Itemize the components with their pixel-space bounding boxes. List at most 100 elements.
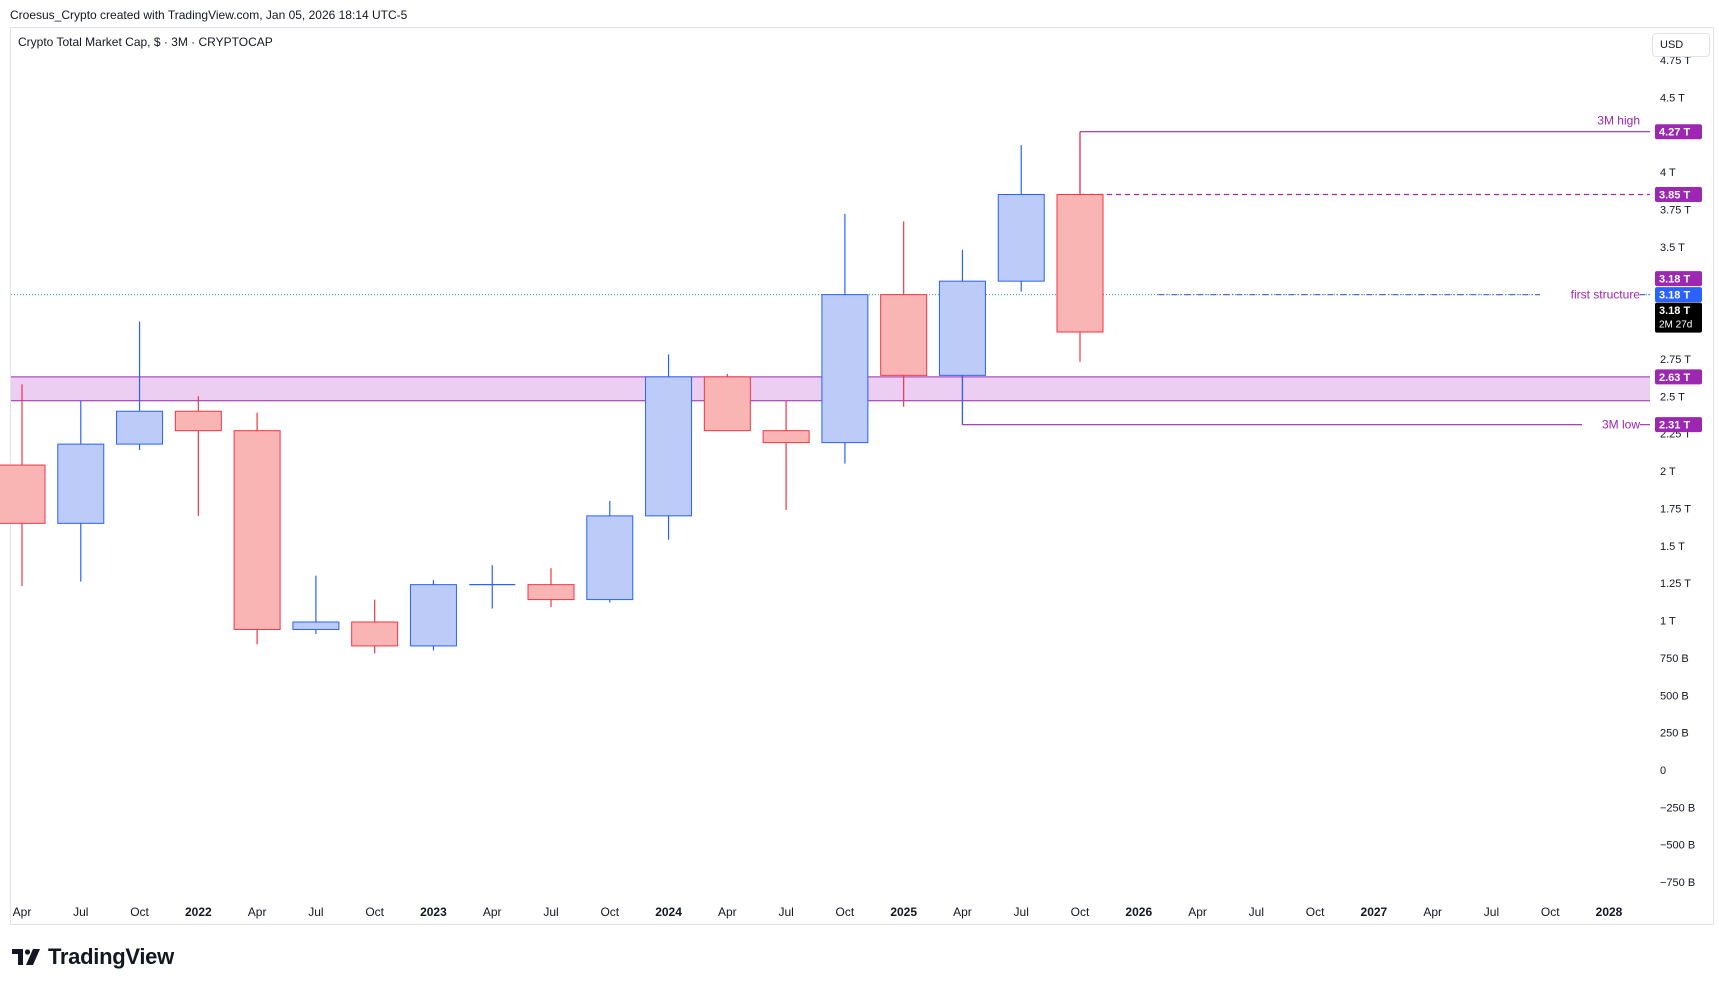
- candle-body: [233, 430, 281, 630]
- x-tick-label: 2027: [1361, 905, 1388, 919]
- price-tag-countdown: 2M 27d: [1659, 320, 1692, 331]
- y-tick-label: 1.25 T: [1660, 578, 1691, 590]
- candle-2022-10[interactable]: [351, 599, 399, 654]
- candle-2025-04[interactable]: [938, 249, 986, 425]
- candle-body: [821, 294, 869, 444]
- price-tag-label: 3.18 T: [1659, 290, 1690, 302]
- y-tick-label: 2.75 T: [1660, 354, 1691, 366]
- candle-2023-10[interactable]: [586, 500, 634, 603]
- y-tick-label: 1.5 T: [1660, 541, 1685, 553]
- candle-body: [586, 515, 634, 601]
- symbol-title[interactable]: Crypto Total Market Cap, $ · 3M · CRYPTO…: [18, 35, 273, 49]
- x-tick-label: Oct: [1541, 905, 1560, 919]
- candle-2024-07[interactable]: [762, 400, 810, 510]
- three-m-low-label-bg: [1582, 416, 1640, 433]
- y-tick-label: −750 B: [1660, 877, 1695, 889]
- y-tick-label: 4.75 T: [1660, 55, 1691, 67]
- price-tag: 2.63 T: [1655, 369, 1702, 385]
- x-tick-label: Jul: [73, 905, 88, 919]
- candle-body: [527, 584, 575, 601]
- currency-button[interactable]: USD: [1652, 33, 1710, 57]
- y-tick-label: 250 B: [1660, 728, 1689, 740]
- tradingview-logo-icon: [12, 949, 40, 965]
- x-tick-label: Oct: [130, 905, 149, 919]
- candle-2025-01[interactable]: [880, 221, 928, 407]
- y-tick-label: 4 T: [1660, 167, 1676, 179]
- candle-2021-10[interactable]: [116, 321, 164, 451]
- candle-2025-07[interactable]: [997, 145, 1045, 292]
- x-tick-label: Apr: [13, 905, 32, 919]
- first-structure-label[interactable]: first structure: [1571, 288, 1641, 302]
- price-tag: 3.18 T 2M 27d: [1655, 302, 1702, 333]
- x-tick-label: 2025: [890, 905, 917, 919]
- candle-body: [116, 410, 164, 445]
- candle-body: [351, 621, 399, 647]
- x-tick-label: Jul: [778, 905, 793, 919]
- x-tick-label: Oct: [1071, 905, 1090, 919]
- candle-body: [880, 294, 928, 376]
- candle-body: [762, 430, 810, 444]
- x-tick-label: 2028: [1596, 905, 1623, 919]
- candle-2022-01[interactable]: [174, 396, 222, 516]
- candle-2025-10[interactable]: [1056, 131, 1104, 362]
- candle-2024-04[interactable]: [703, 373, 751, 432]
- x-tick-label: Oct: [365, 905, 384, 919]
- y-tick-label: 500 B: [1660, 690, 1689, 702]
- candle-body: [57, 443, 105, 524]
- price-tag: 2.31 T: [1655, 417, 1702, 433]
- price-tag-label: 2.31 T: [1659, 420, 1690, 432]
- tradingview-brand[interactable]: TradingView: [12, 944, 174, 970]
- x-tick-label: Jul: [1484, 905, 1499, 919]
- y-tick-label: 4.5 T: [1660, 92, 1685, 104]
- x-tick-label: 2026: [1125, 905, 1152, 919]
- chart-credit: Croesus_Crypto created with TradingView.…: [10, 8, 408, 22]
- candle-2024-01[interactable]: [645, 354, 693, 540]
- three-m-high-label[interactable]: 3M high: [1597, 114, 1640, 128]
- price-tag: 3.85 T: [1655, 186, 1702, 202]
- candle-2022-07[interactable]: [292, 575, 340, 634]
- price-tag-label: 3.85 T: [1659, 189, 1690, 201]
- candle-2023-07[interactable]: [527, 568, 575, 608]
- candle-body: [292, 621, 340, 630]
- y-tick-label: 1 T: [1660, 616, 1676, 628]
- x-tick-label: Apr: [718, 905, 737, 919]
- x-tick-label: Jul: [308, 905, 323, 919]
- price-tag-label: 2.63 T: [1659, 372, 1690, 384]
- x-tick-label: 2024: [655, 905, 682, 919]
- candle-2021-04[interactable]: [0, 384, 46, 587]
- y-tick-label: 2 T: [1660, 466, 1676, 478]
- x-tick-label: Apr: [1188, 905, 1207, 919]
- candle-body: [645, 376, 693, 517]
- first-structure-label-bg: [1540, 286, 1640, 303]
- brand-name: TradingView: [48, 944, 174, 969]
- price-tag-label: 4.27 T: [1659, 127, 1690, 139]
- candle-body: [938, 280, 986, 376]
- price-tag: 3.18 T: [1655, 271, 1702, 287]
- x-tick-label: Jul: [543, 905, 558, 919]
- x-tick-label: Apr: [953, 905, 972, 919]
- candle-body: [174, 410, 222, 432]
- candle-2021-07[interactable]: [57, 400, 105, 582]
- candle-body: [409, 584, 457, 647]
- x-tick-label: Oct: [836, 905, 855, 919]
- x-tick-label: Apr: [483, 905, 502, 919]
- price-tag-label: 3.18 T: [1659, 305, 1690, 317]
- x-tick-label: 2023: [420, 905, 447, 919]
- x-tick-label: Oct: [1306, 905, 1325, 919]
- x-tick-label: Apr: [1423, 905, 1442, 919]
- candle-2023-04[interactable]: [469, 565, 516, 609]
- price-tag: 4.27 T: [1655, 124, 1702, 140]
- y-tick-label: −250 B: [1660, 802, 1695, 814]
- price-tag-label: 3.18 T: [1659, 274, 1690, 286]
- three-m-low-label[interactable]: 3M low: [1602, 418, 1640, 432]
- x-tick-label: Jul: [1249, 905, 1264, 919]
- y-tick-label: 3.5 T: [1660, 242, 1685, 254]
- candle-body: [703, 376, 751, 432]
- candle-2024-10[interactable]: [821, 213, 869, 464]
- candle-2022-04[interactable]: [233, 412, 281, 645]
- x-tick-label: Apr: [248, 905, 267, 919]
- y-tick-label: −500 B: [1660, 840, 1695, 852]
- candle-2023-01[interactable]: [409, 580, 457, 651]
- candle-body: [0, 464, 46, 524]
